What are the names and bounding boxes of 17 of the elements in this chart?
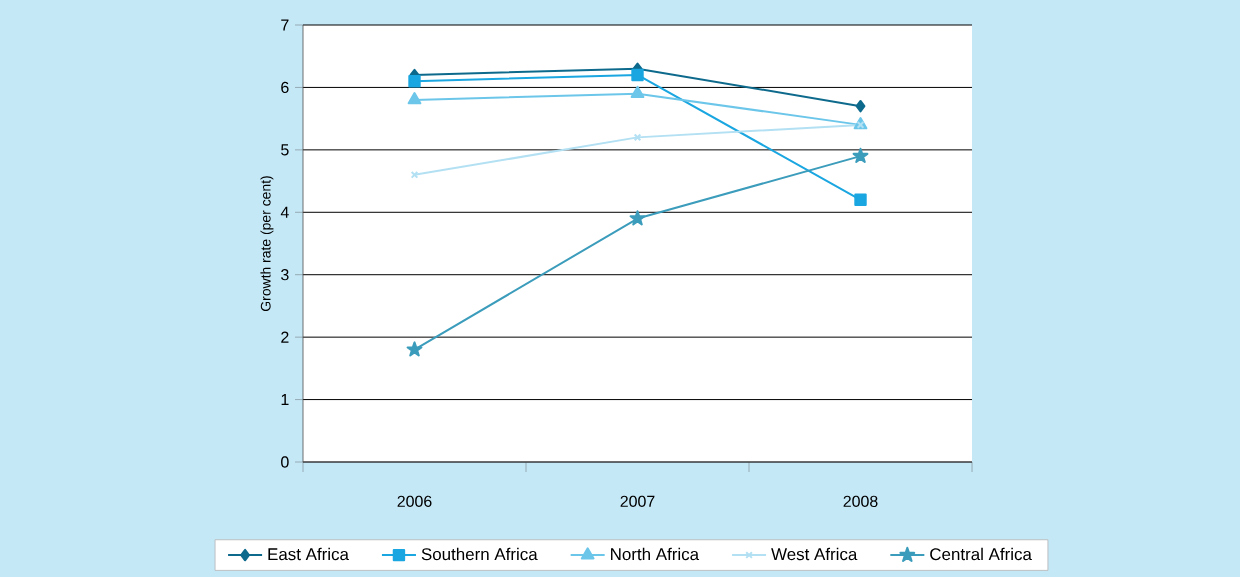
legend-label: West Africa bbox=[771, 547, 858, 561]
y-tick-label: 5 bbox=[281, 144, 289, 156]
y-tick-label: 0 bbox=[281, 456, 289, 468]
legend-label: Southern Africa bbox=[421, 547, 538, 561]
legend-label: North Africa bbox=[611, 547, 700, 561]
legend-label: Central Africa bbox=[930, 547, 1032, 561]
y-axis-title: Growth rate (per cent) bbox=[260, 176, 274, 312]
y-tick-label: 1 bbox=[281, 394, 289, 406]
x-tick-label: 2008 bbox=[843, 495, 878, 507]
x-tick-label: 2006 bbox=[397, 495, 432, 507]
y-tick-label: 4 bbox=[280, 206, 289, 218]
y-tick-label: 6 bbox=[281, 81, 289, 94]
x-tick-label: 2007 bbox=[620, 495, 655, 507]
y-tick-label: 3 bbox=[281, 269, 289, 281]
legend-label: East Africa bbox=[268, 547, 349, 561]
y-tick-label: 7 bbox=[281, 19, 289, 31]
y-tick-label: 2 bbox=[281, 331, 289, 343]
